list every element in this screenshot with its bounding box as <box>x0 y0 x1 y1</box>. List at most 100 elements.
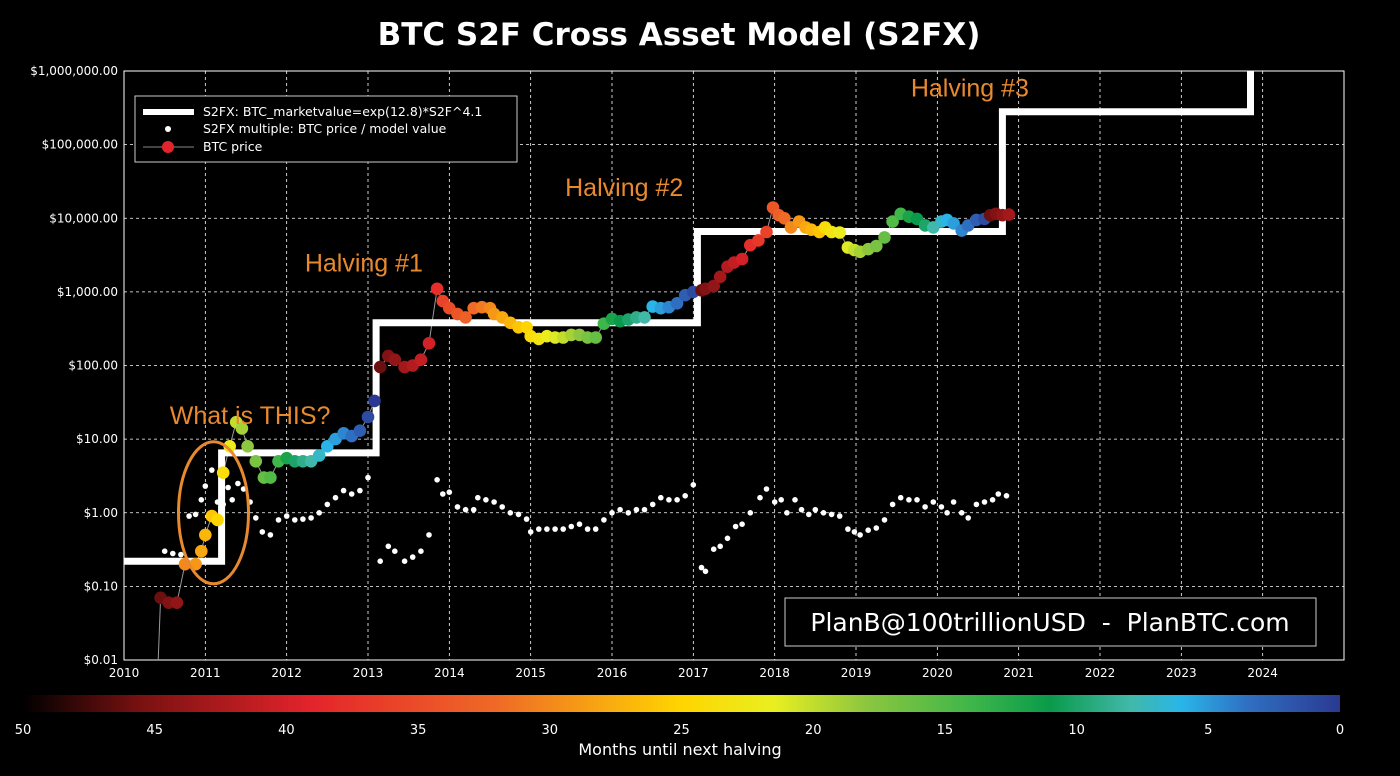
multiple-point <box>332 494 339 501</box>
grid <box>124 70 1344 661</box>
multiple-point <box>881 517 888 523</box>
y-axis: $0.01 $0.10 $1.00 $10.00 $100.00 $1,000.00 $10… <box>30 64 118 667</box>
multiple-point <box>300 516 306 522</box>
x-tick-label: 2014 <box>434 666 465 680</box>
price-point <box>947 217 960 230</box>
multiple-point <box>617 506 623 513</box>
multiple-point <box>633 506 640 513</box>
multiple-point <box>914 497 920 503</box>
plot-area-frame <box>123 70 1345 661</box>
multiple-point <box>214 499 221 505</box>
legend: S2FX: BTC_marketvalue=exp(12.8)*S2F^4.1 … <box>134 95 518 163</box>
x-tick-label: 2022 <box>1085 666 1116 680</box>
multiple-point <box>292 517 298 523</box>
price-point <box>264 471 277 484</box>
price-point <box>752 234 765 247</box>
multiple-point <box>625 510 632 516</box>
price-point <box>195 544 208 558</box>
chart-title: BTC S2F Cross Asset Model (S2FX) <box>378 17 981 53</box>
multiple-point <box>499 504 506 510</box>
multiple-point <box>897 494 904 501</box>
price-point <box>170 596 184 609</box>
multiple-point <box>434 477 440 483</box>
multiple-point <box>483 497 489 503</box>
multiple-point <box>348 491 355 497</box>
price-point <box>422 337 436 350</box>
multiple-point <box>392 548 398 554</box>
multiple-point <box>717 543 723 550</box>
multiple-point <box>857 532 863 538</box>
multiple-point <box>812 506 819 513</box>
price-point <box>388 353 402 367</box>
multiple-point <box>724 535 731 542</box>
price-point <box>373 360 387 374</box>
legend-box <box>134 95 518 163</box>
multiple-point <box>470 506 477 513</box>
multiple-point <box>552 526 558 532</box>
y-tick-label: $0.01 <box>84 653 118 667</box>
multiple-point <box>950 499 957 505</box>
price-point <box>321 440 334 453</box>
multiple-point <box>989 497 996 503</box>
price-point <box>235 422 249 435</box>
multiple-point <box>906 497 912 503</box>
multiple-point <box>965 515 971 521</box>
multiple-point <box>446 489 453 496</box>
x-tick-label: 2011 <box>190 666 221 680</box>
price-point <box>713 270 727 284</box>
x-tick-label: 2012 <box>271 666 302 680</box>
price-point <box>638 311 651 324</box>
multiple-point <box>440 491 446 497</box>
y-tick-label: $1,000.00 <box>57 285 118 299</box>
y-tick-label: $1.00 <box>84 506 118 520</box>
price-point <box>589 331 602 344</box>
x-tick-label: 2021 <box>1003 666 1034 680</box>
multiple-point <box>739 521 745 527</box>
price-point <box>361 410 375 424</box>
x-tick-label: 2016 <box>597 666 628 680</box>
multiple-point <box>365 474 371 481</box>
multiple-point <box>798 506 805 513</box>
multiple-point <box>851 529 858 535</box>
x-tick-label: 2015 <box>515 666 546 680</box>
multiple-point <box>377 558 384 564</box>
multiple-point <box>944 510 950 516</box>
multiple-point <box>515 511 522 518</box>
credit-frame <box>784 597 1317 647</box>
colorbar-tick-label: 15 <box>937 723 954 738</box>
multiple-point <box>409 554 416 560</box>
colorbar-title: Months until next halving <box>578 740 781 759</box>
multiple-point <box>958 510 965 516</box>
multiple-point <box>324 501 331 508</box>
x-tick-label: 2018 <box>759 666 790 680</box>
colorbar-tick-label: 5 <box>1204 723 1212 738</box>
multiple-point <box>930 499 937 505</box>
multiple-point <box>784 510 790 516</box>
multiple-point <box>747 510 754 516</box>
price-point <box>223 440 236 453</box>
multiple-point <box>308 515 314 521</box>
multiple-point <box>253 515 259 521</box>
multiple-point <box>385 543 392 550</box>
multiple-point <box>340 487 347 494</box>
x-axis: 2010 2011 2012 2013 2014 2015 2016 2017 2018 2019… <box>109 666 1278 680</box>
y-tick-label: $0.10 <box>84 579 118 593</box>
x-tick-label: 2010 <box>109 666 140 680</box>
multiple-point <box>523 516 530 522</box>
multiple-point <box>845 526 851 532</box>
annotation-label: What is THIS? <box>170 402 331 430</box>
price-point <box>353 424 367 438</box>
multiple-point <box>220 501 226 508</box>
legend-price-label: BTC price <box>203 139 263 154</box>
multiple-point <box>658 494 664 501</box>
x-tick-label: 2020 <box>922 666 953 680</box>
multiple-point <box>584 526 591 532</box>
annotation-label: Halving #1 <box>305 249 423 277</box>
price-point <box>249 455 263 468</box>
y-tick-label: $100,000.00 <box>42 138 118 152</box>
multiple-point <box>454 504 461 510</box>
price-point <box>414 353 428 367</box>
price-point <box>1002 208 1016 221</box>
price-point <box>878 231 891 244</box>
